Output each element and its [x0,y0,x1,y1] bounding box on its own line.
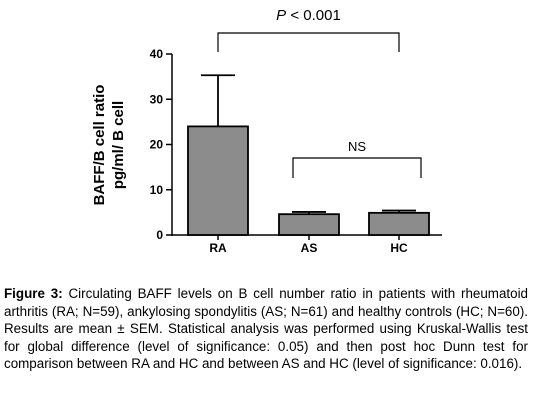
ns-label: NS [348,139,366,154]
y-tick-label: 20 [150,138,164,152]
y-axis-label-line2: pg/ml/ B cell [110,101,127,189]
bar-chart: BAFF/B cell ratio pg/ml/ B cell 0 10 20 30 4… [91,7,442,255]
y-tick-label: 30 [150,92,164,106]
y-tick-label: 40 [150,47,164,61]
y-tick-label: 0 [156,228,163,242]
y-axis-label-line1: BAFF/B cell ratio [91,85,108,206]
bar-ra [187,125,249,236]
y-tick-label: 10 [150,183,164,197]
p-threshold: < 0.001 [286,7,341,24]
significance-bracket-as-hc [292,157,422,178]
x-tick-label-as: AS [301,241,318,255]
p-symbol: P [276,7,286,24]
p-value-label: P < 0.001 [276,7,341,24]
figure-caption: Figure 3: Circulating BAFF levels on B c… [4,285,528,373]
caption-label: Figure 3: [4,286,63,301]
x-tick-label-ra: RA [209,241,227,255]
bar-as [278,213,340,236]
significance-bracket-ra-hc [217,32,400,52]
bar-hc [368,211,430,236]
caption-text: Circulating BAFF levels on B cell number… [4,286,529,372]
y-axis-label: BAFF/B cell ratio pg/ml/ B cell [91,85,127,206]
x-tick-label-hc: HC [390,241,408,255]
